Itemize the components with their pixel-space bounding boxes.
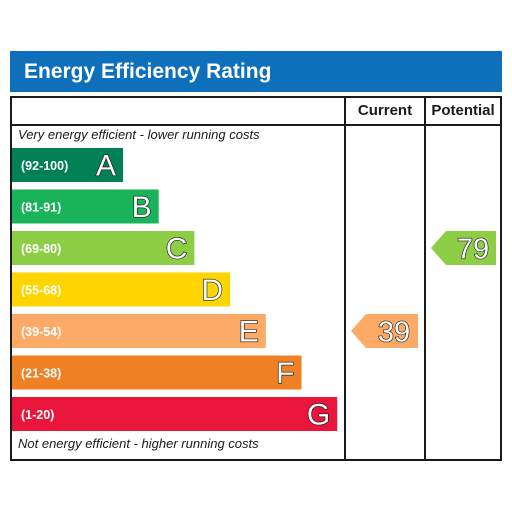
band-bar-b <box>12 189 159 224</box>
band-bar-f <box>12 355 302 390</box>
band-range-g: (1-20) <box>21 408 54 422</box>
potential-rating-value: 79 <box>457 234 489 266</box>
potential-column-header: Potential <box>431 102 495 119</box>
band-range-b: (81-91) <box>21 201 61 215</box>
current-rating-arrow <box>351 314 418 348</box>
band-letter-e: E <box>239 316 259 349</box>
band-bar-a <box>12 148 123 182</box>
band-range-c: (69-80) <box>21 242 61 256</box>
band-letter-b: B <box>132 191 152 224</box>
band-range-d: (55-68) <box>21 284 61 298</box>
band-bar-g <box>12 397 338 431</box>
band-bar-e <box>12 314 266 348</box>
band-bar-c <box>12 231 195 265</box>
current-column-header: Current <box>357 102 413 119</box>
band-range-a: (92-100) <box>21 159 68 173</box>
potential-column-divider <box>424 96 426 461</box>
current-rating-value: 39 <box>378 317 410 349</box>
band-letter-a: A <box>96 150 116 183</box>
band-range-e: (39-54) <box>21 325 61 339</box>
efficient-note: Very energy efficient - lower running co… <box>18 127 260 142</box>
inefficient-note: Not energy efficient - higher running co… <box>18 436 259 451</box>
band-letter-c: C <box>166 233 188 266</box>
band-range-f: (21-38) <box>21 367 61 381</box>
header-divider <box>10 124 502 126</box>
current-column-divider <box>344 96 346 461</box>
potential-rating-arrow <box>431 231 496 265</box>
band-bar-d <box>12 272 231 307</box>
band-letter-g: G <box>307 399 330 432</box>
chart-title: Energy Efficiency Rating <box>10 51 502 92</box>
band-letter-d: D <box>201 274 223 307</box>
band-letter-f: F <box>276 357 294 390</box>
